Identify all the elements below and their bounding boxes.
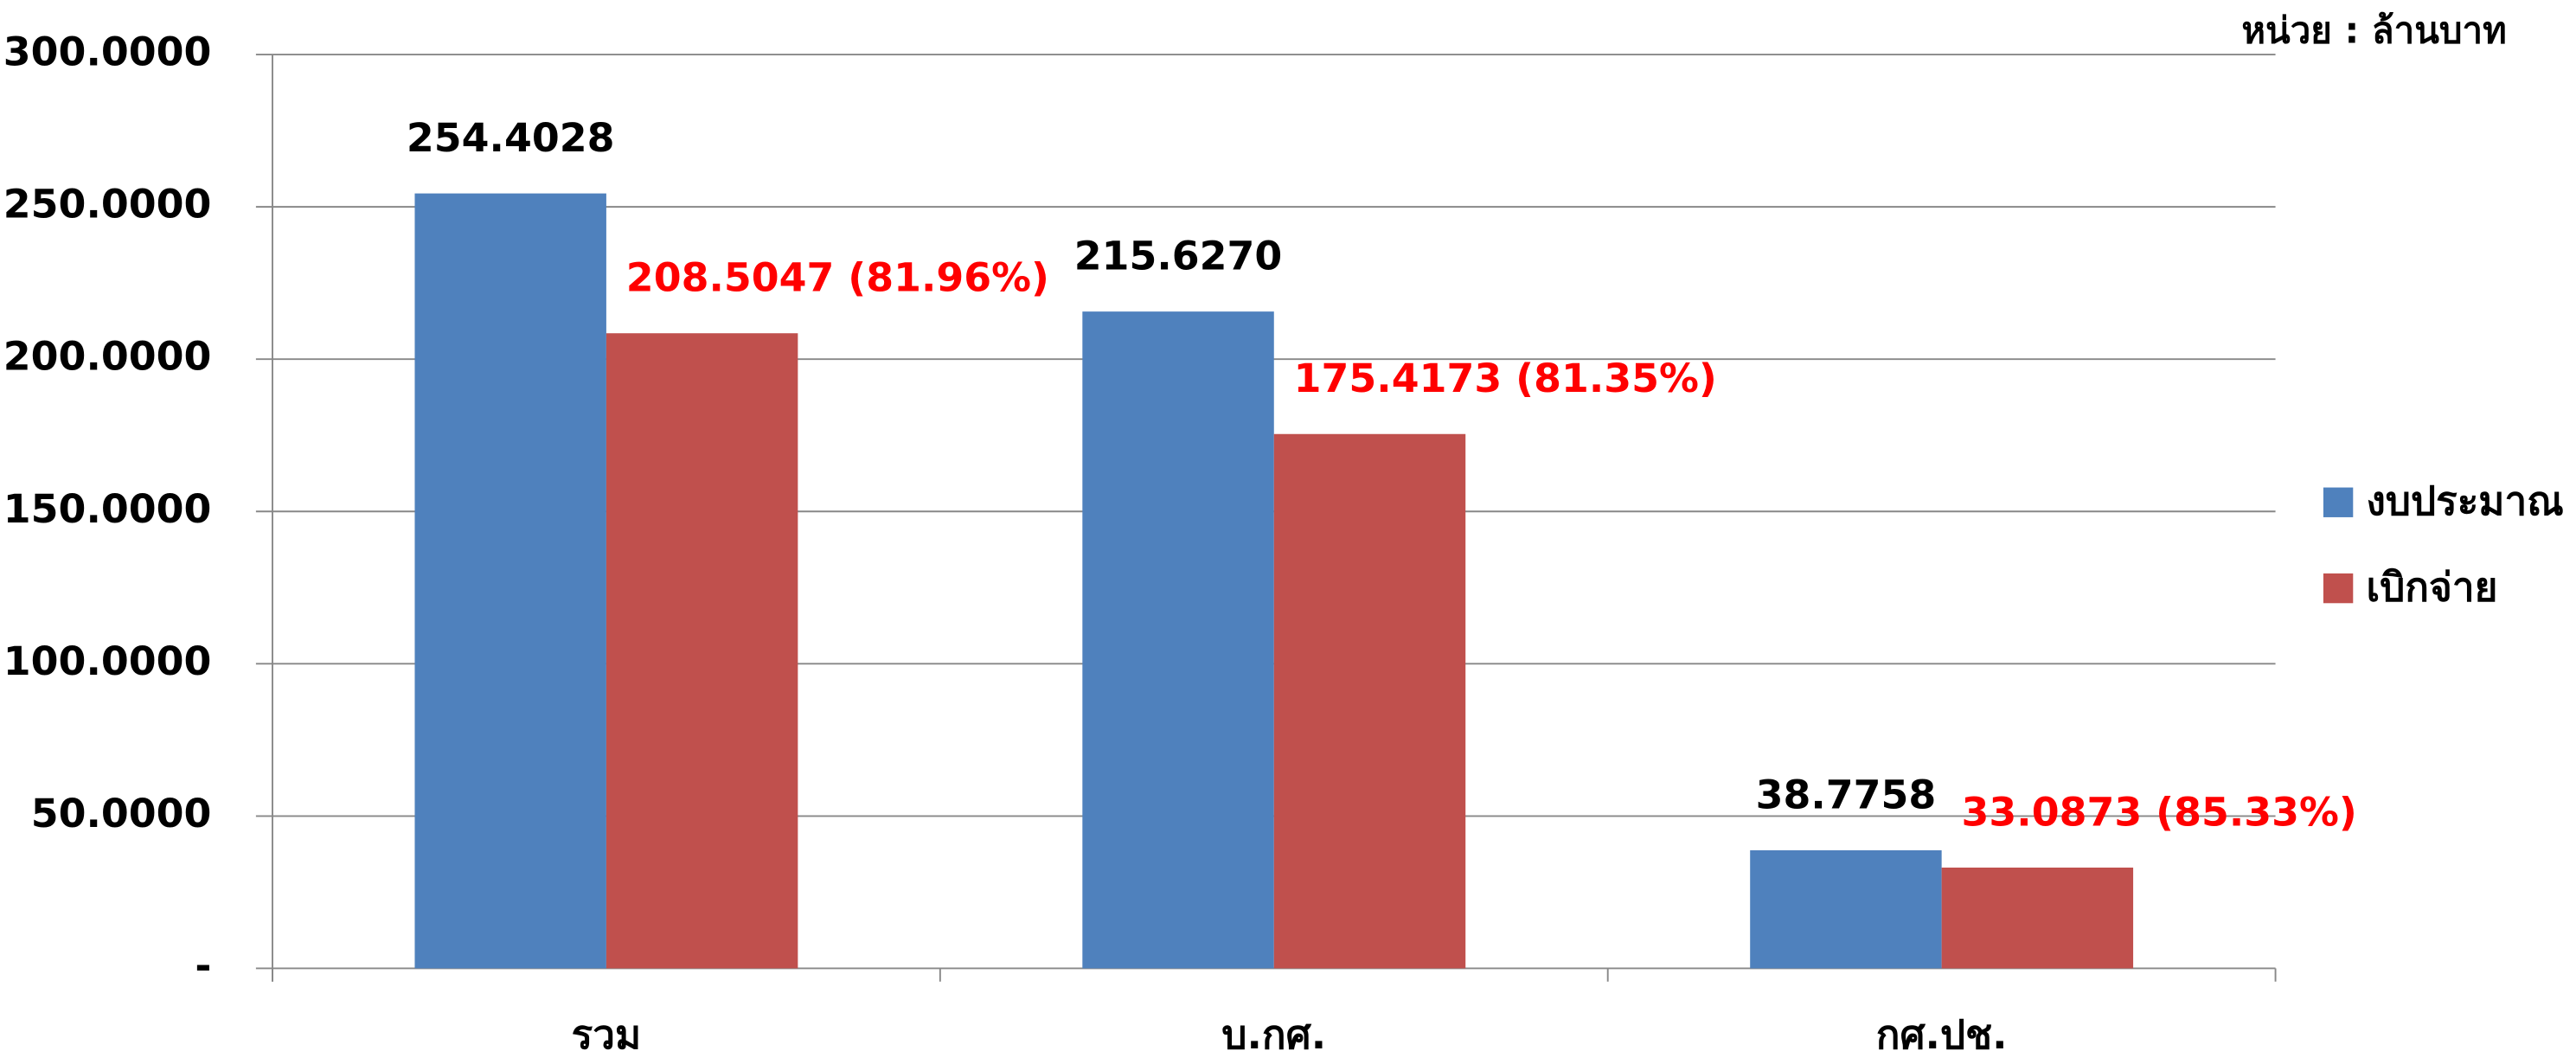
bar xyxy=(1082,311,1274,969)
x-tick-label: บ.กศ. xyxy=(1221,1011,1326,1051)
y-tick-label: 300.0000 xyxy=(3,29,212,75)
bar xyxy=(1750,849,1942,969)
y-tick-label: 100.0000 xyxy=(3,638,212,684)
unit-note: หน่วย : ล้านบาท xyxy=(2241,10,2506,52)
y-tick-label: 150.0000 xyxy=(3,485,212,532)
value-label: 208.5047 (81.96%) xyxy=(626,254,1049,301)
y-tick-label: 250.0000 xyxy=(3,181,212,228)
bar xyxy=(1273,433,1466,969)
value-label: 175.4173 (81.35%) xyxy=(1294,355,1717,401)
legend-label: เบิกจ่าย xyxy=(2367,563,2498,610)
x-tick-label: รวม xyxy=(572,1011,642,1051)
y-tick-label: 50.0000 xyxy=(31,790,212,836)
legend-swatch xyxy=(2323,573,2354,604)
y-tick-label: 200.0000 xyxy=(3,333,212,380)
bar xyxy=(606,333,798,969)
value-label: 215.6270 xyxy=(1074,233,1283,279)
x-tick-label: กศ.ปช. xyxy=(1876,1011,2008,1051)
legend-label: งบประมาณ xyxy=(2367,477,2564,524)
value-label: 254.4028 xyxy=(407,114,615,161)
bar xyxy=(1941,867,2134,969)
bar xyxy=(414,193,606,969)
value-label: 33.0873 (85.33%) xyxy=(1962,788,2357,835)
y-tick-label: - xyxy=(195,942,211,989)
value-label: 38.7758 xyxy=(1756,771,1937,817)
legend-swatch xyxy=(2323,487,2354,517)
